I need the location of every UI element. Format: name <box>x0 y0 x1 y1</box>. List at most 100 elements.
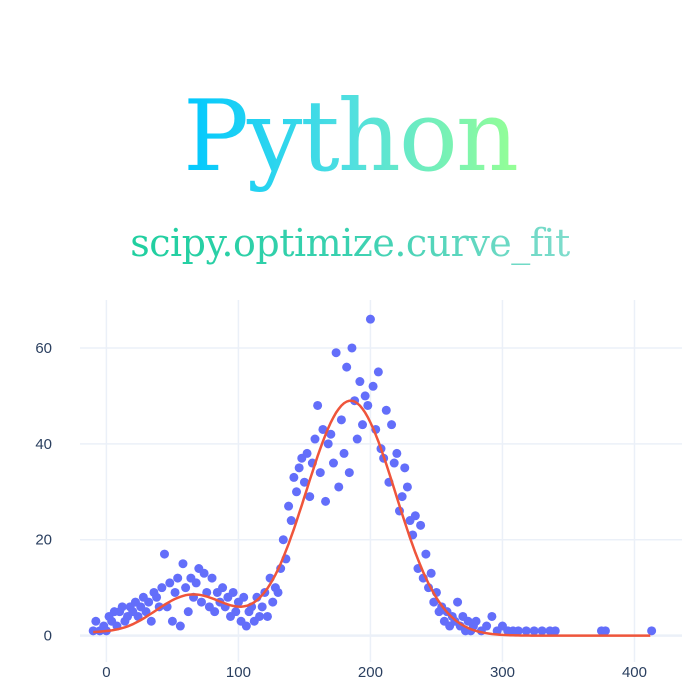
data-point <box>363 400 373 410</box>
data-point <box>239 592 249 602</box>
data-point <box>600 626 610 636</box>
y-tick-label: 40 <box>35 436 52 453</box>
data-point <box>487 611 497 621</box>
data-point <box>368 381 378 391</box>
data-point <box>529 626 539 636</box>
data-point <box>331 348 341 358</box>
data-point <box>289 472 299 482</box>
data-point <box>284 501 294 511</box>
data-point <box>286 516 296 526</box>
data-point <box>181 583 191 593</box>
data-point <box>313 400 323 410</box>
data-point <box>141 607 151 617</box>
data-point <box>355 377 365 387</box>
data-point <box>321 496 331 506</box>
data-point <box>426 568 436 578</box>
data-point <box>196 597 206 607</box>
grid <box>80 300 682 662</box>
data-point <box>513 626 523 636</box>
data-point <box>273 587 283 597</box>
data-point <box>326 429 336 439</box>
data-point <box>170 587 180 597</box>
data-point <box>302 448 312 458</box>
data-point <box>336 415 346 425</box>
data-point <box>292 487 302 497</box>
data-point <box>157 583 167 593</box>
data-point <box>537 626 547 636</box>
data-point <box>392 448 402 458</box>
data-point <box>387 420 397 430</box>
data-point <box>310 434 320 444</box>
data-point <box>402 482 412 492</box>
data-point <box>278 535 288 545</box>
data-point <box>191 578 201 588</box>
data-point <box>416 520 426 530</box>
data-point <box>339 448 349 458</box>
data-point <box>91 616 101 626</box>
data-point <box>152 592 162 602</box>
data-point <box>352 434 362 444</box>
data-point <box>178 559 188 569</box>
data-point <box>117 602 127 612</box>
data-point <box>521 626 531 636</box>
x-tick-label: 100 <box>226 664 251 681</box>
data-point <box>257 602 267 612</box>
data-point <box>397 492 407 502</box>
data-point <box>159 549 169 559</box>
data-point <box>471 616 481 626</box>
data-point <box>183 607 193 617</box>
data-point <box>144 597 154 607</box>
scatter-points <box>88 314 657 636</box>
data-point <box>453 597 463 607</box>
data-point <box>268 597 278 607</box>
tick-labels: 0 100 200 300 400 0 20 40 60 <box>35 340 647 681</box>
data-point <box>228 587 238 597</box>
data-point <box>358 420 368 430</box>
data-point <box>207 573 217 583</box>
data-point <box>315 468 325 478</box>
data-point <box>550 626 560 636</box>
y-tick-label: 0 <box>44 628 52 645</box>
data-point <box>199 568 209 578</box>
data-point <box>231 607 241 617</box>
data-point <box>210 607 220 617</box>
data-point <box>421 549 431 559</box>
data-point <box>167 616 177 626</box>
data-point <box>389 458 399 468</box>
data-point <box>255 611 265 621</box>
data-point <box>173 573 183 583</box>
data-point <box>218 583 228 593</box>
data-point <box>294 463 304 473</box>
data-point <box>381 405 391 415</box>
data-point <box>373 367 383 377</box>
x-tick-label: 200 <box>358 664 383 681</box>
data-point <box>344 468 354 478</box>
page-title: Python <box>0 72 700 202</box>
data-point <box>318 424 328 434</box>
data-point <box>175 621 185 631</box>
title-text: Python <box>183 80 519 194</box>
data-point <box>429 597 439 607</box>
data-point <box>482 621 492 631</box>
data-point <box>410 511 420 521</box>
x-tick-label: 400 <box>622 664 647 681</box>
data-point <box>334 482 344 492</box>
data-point <box>241 621 251 631</box>
data-point <box>360 391 370 401</box>
data-point <box>133 611 143 621</box>
data-point <box>328 458 338 468</box>
data-point <box>305 492 315 502</box>
data-point <box>165 578 175 588</box>
x-tick-label: 0 <box>102 664 110 681</box>
data-point <box>347 343 357 353</box>
data-point <box>299 477 309 487</box>
data-point <box>342 362 352 372</box>
data-point <box>146 616 156 626</box>
data-point <box>262 611 272 621</box>
page-subtitle: scipy.optimize.curve_fit <box>0 218 700 268</box>
data-point <box>365 314 375 324</box>
y-tick-label: 60 <box>35 340 52 357</box>
data-point <box>647 626 657 636</box>
